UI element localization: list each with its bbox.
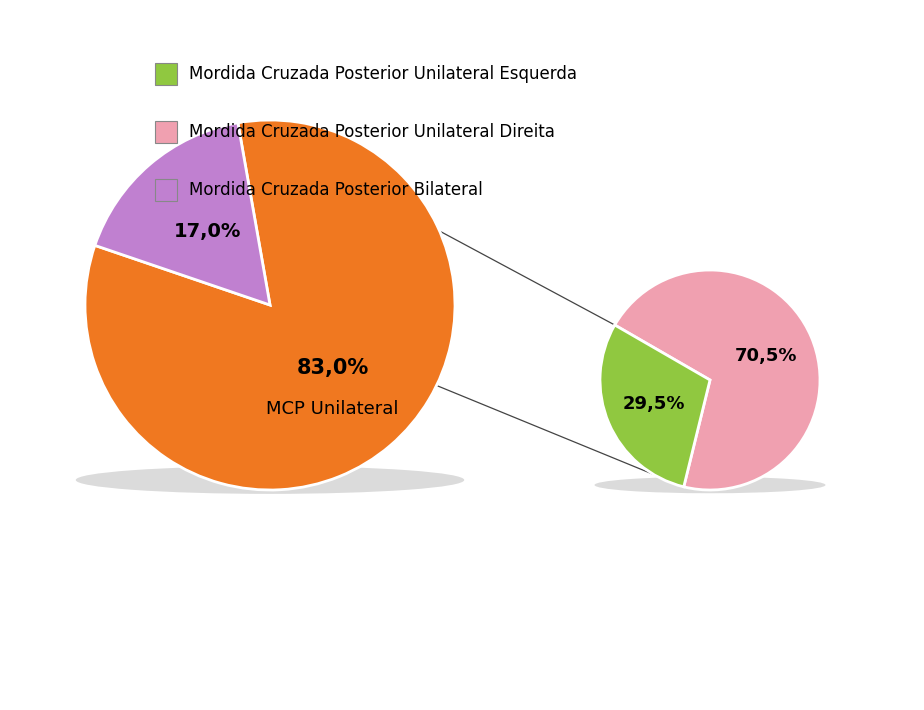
Wedge shape [95, 123, 270, 305]
Ellipse shape [594, 476, 825, 493]
Bar [155, 179, 177, 201]
Wedge shape [600, 325, 710, 487]
Text: Mordida Cruzada Posterior Bilateral: Mordida Cruzada Posterior Bilateral [189, 181, 482, 199]
Text: Mordida Cruzada Posterior Unilateral Esquerda: Mordida Cruzada Posterior Unilateral Esq… [189, 65, 577, 83]
Text: MCP Unilateral: MCP Unilateral [266, 400, 399, 418]
Wedge shape [85, 120, 455, 490]
Text: 83,0%: 83,0% [297, 358, 369, 378]
Bar [155, 63, 177, 85]
Bar [155, 121, 177, 143]
Ellipse shape [76, 466, 464, 494]
Text: Mordida Cruzada Posterior Unilateral Direita: Mordida Cruzada Posterior Unilateral Dir… [189, 123, 555, 141]
Text: 17,0%: 17,0% [174, 222, 241, 241]
Text: 70,5%: 70,5% [735, 347, 796, 365]
Text: 29,5%: 29,5% [623, 395, 686, 413]
Wedge shape [614, 270, 820, 490]
